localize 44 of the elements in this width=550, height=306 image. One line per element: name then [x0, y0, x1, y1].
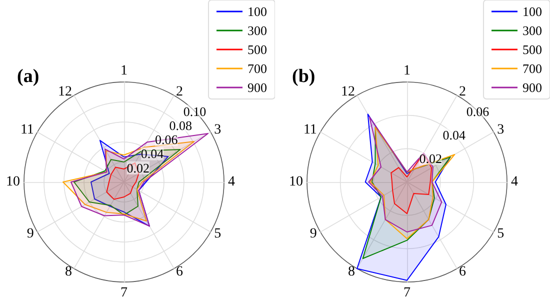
text: (a)	[17, 66, 40, 87]
spoke-label: 2	[459, 84, 466, 100]
legend-label: 900	[248, 80, 267, 95]
y-tick-label: 0.08	[169, 118, 192, 133]
y-tick-label: 0.04	[442, 127, 466, 142]
spoke-label: 8	[65, 264, 72, 280]
spoke-label: 4	[511, 174, 518, 190]
spoke-label: 12	[341, 84, 355, 100]
spoke-label: 11	[20, 122, 34, 138]
spoke-label: 5	[214, 226, 222, 242]
spoke-label: 11	[303, 122, 317, 138]
spoke-label: 1	[404, 64, 410, 78]
legend-label: 500	[522, 42, 542, 57]
legend-label: 500	[248, 42, 267, 57]
spoke-label: 3	[497, 122, 504, 138]
y-tick-label: 0.10	[183, 104, 206, 119]
legend-label: 700	[522, 61, 542, 76]
legend-label: 300	[248, 23, 267, 38]
spoke-label: 5	[497, 226, 504, 242]
legend-label: 100	[522, 4, 542, 19]
legend-label: 700	[248, 61, 267, 76]
legend-label: 100	[248, 4, 267, 19]
spoke-label: 9	[310, 226, 317, 242]
y-tick-label: 0.04	[140, 146, 164, 162]
y-tick-label: 0.02	[419, 150, 442, 166]
y-tick-label: 0.06	[466, 104, 490, 119]
spoke-label: 1	[120, 64, 128, 78]
spoke-label: 6	[176, 264, 183, 280]
spoke-label: 6	[459, 264, 466, 280]
spoke-label: 3	[214, 122, 222, 138]
spoke-label: 4	[228, 174, 235, 190]
spoke-label: 10	[6, 174, 20, 190]
spoke-label: 2	[176, 84, 183, 100]
spoke-label: 12	[58, 84, 72, 100]
spoke-label: 8	[348, 264, 355, 280]
y-tick-label: 0.06	[155, 132, 178, 148]
spoke-label: 7	[120, 286, 128, 300]
legend-label: 300	[522, 23, 542, 38]
y-tick-label: 0.02	[126, 160, 150, 176]
legend-label: 900	[522, 80, 542, 95]
spoke-label: 7	[404, 286, 410, 300]
spoke-label: 10	[289, 174, 303, 190]
text: (b)	[292, 66, 316, 87]
spoke-label: 9	[26, 226, 34, 242]
